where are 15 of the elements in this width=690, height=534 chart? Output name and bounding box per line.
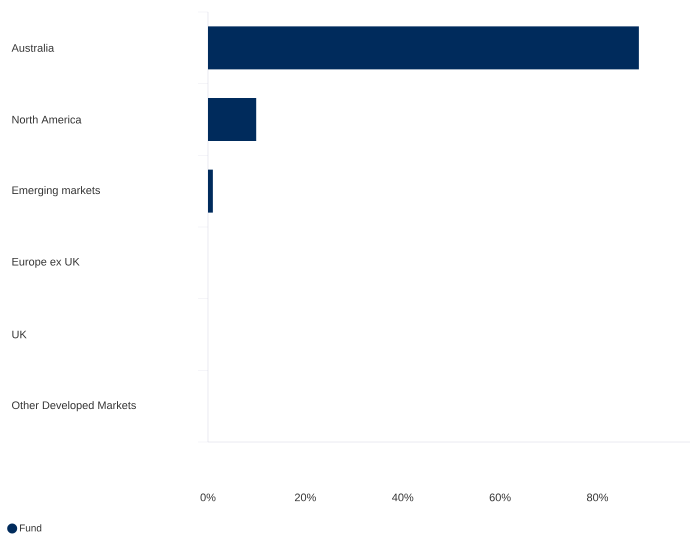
x-tick-label: 80% [587,494,608,502]
x-tick-label: 40% [392,494,414,502]
x-tick-label: 20% [294,494,316,502]
y-tick-label: Other Developed Markets [12,401,136,412]
bar [208,26,639,70]
x-tick-label: 0% [200,494,216,502]
y-tick-label: UK [12,330,27,338]
legend-label: Fund [20,524,42,532]
y-tick-label: North America [12,115,82,124]
bar [208,98,256,142]
y-tick-label: Emerging markets [12,186,100,196]
x-tick-label: 60% [490,494,511,502]
y-tick-label: Europe ex UK [12,258,80,268]
bar [208,170,213,213]
y-tick-label: Australia [12,44,54,52]
